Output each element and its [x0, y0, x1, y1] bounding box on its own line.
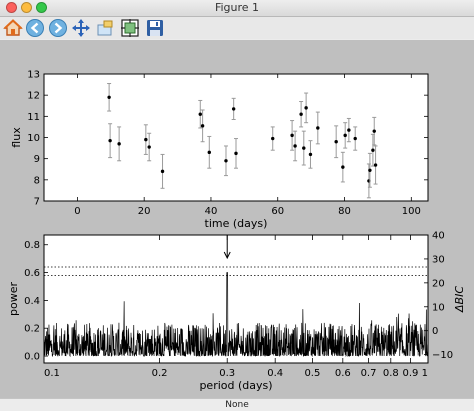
toolbar — [0, 17, 474, 39]
x-axis-label: time (days) — [205, 217, 268, 230]
data-point — [316, 126, 320, 130]
peak-arrow-head — [223, 251, 231, 260]
x-tick-label: 20 — [138, 206, 151, 217]
right-y-tick-label: 40 — [432, 231, 445, 242]
y-tick-label: 7 — [34, 197, 40, 208]
data-point — [334, 140, 338, 144]
data-point — [234, 151, 238, 156]
data-point — [343, 133, 347, 138]
figure-canvas: 0 20 40 60 80 100 7 8 9 10 11 12 13 time (days) flux 0.… — [0, 40, 474, 398]
data-point — [200, 124, 205, 128]
data-point — [290, 133, 294, 138]
zoom-rect-icon — [97, 20, 113, 36]
y-tick-label: 11 — [27, 112, 40, 123]
data-point — [144, 137, 148, 142]
home-button[interactable] — [3, 18, 23, 38]
x-tick-label: 100 — [402, 206, 421, 217]
data-point — [117, 142, 121, 146]
data-point — [160, 169, 165, 174]
x-tick-label: 0 — [74, 206, 80, 217]
status-message: None — [225, 400, 249, 410]
save-button[interactable] — [145, 18, 165, 38]
right-y-tick-label: 10 — [432, 302, 445, 313]
data-point — [108, 138, 112, 143]
x-tick-label: 0.3 — [219, 368, 235, 379]
data-point — [302, 146, 306, 150]
y-axis-label: flux — [10, 127, 23, 148]
y-tick-label: 0.0 — [24, 352, 40, 363]
right-y-tick-label: 20 — [432, 278, 445, 289]
y-axis-label: power — [7, 282, 20, 316]
subplots-button[interactable] — [120, 18, 140, 38]
right-y-tick-label: 0 — [432, 326, 438, 337]
y-tick-label: 0.4 — [24, 296, 40, 307]
back-button[interactable] — [25, 18, 45, 38]
y-tick-label: 0.2 — [24, 324, 40, 335]
right-y-tick-label: 30 — [432, 254, 445, 265]
x-tick-label: 0.7 — [361, 368, 377, 379]
data-point — [224, 159, 228, 163]
data-point — [341, 165, 345, 169]
data-point — [304, 106, 308, 110]
left-arrow-icon — [26, 19, 44, 37]
x-tick-label: 0.8 — [383, 368, 399, 379]
periodogram-line — [44, 272, 428, 358]
right-y-tick-label: −10 — [432, 350, 453, 361]
pan-button[interactable] — [71, 18, 91, 38]
data-point — [207, 150, 211, 155]
data-point — [293, 144, 297, 148]
data-point — [231, 107, 236, 111]
y-tick-label: 13 — [27, 70, 40, 81]
data-point — [373, 163, 378, 167]
data-point — [347, 128, 351, 132]
x-tick-label: 80 — [338, 206, 351, 217]
y-tick-label: 8 — [34, 175, 40, 186]
x-tick-label: 0.1 — [44, 368, 60, 379]
data-point — [353, 136, 357, 141]
x-tick-label: 40 — [205, 206, 218, 217]
data-point — [271, 136, 275, 141]
floppy-disk-icon — [147, 20, 163, 36]
right-y-axis-label: ΔBIC — [453, 286, 466, 313]
x-tick-label: 1 — [422, 368, 428, 379]
subplots-icon — [121, 19, 139, 37]
data-point — [368, 168, 372, 173]
window-title: Figure 1 — [214, 1, 260, 14]
status-bar: None — [0, 398, 474, 411]
y-tick-label: 12 — [27, 91, 40, 102]
top-axes-frame — [43, 73, 429, 202]
data-point — [308, 152, 313, 157]
x-tick-label: 0.5 — [304, 368, 320, 379]
data-point — [371, 148, 375, 152]
x-tick-label: 0.6 — [335, 368, 351, 379]
x-tick-label: 0.2 — [152, 368, 168, 379]
y-tick-label: 0.8 — [24, 240, 40, 251]
minimize-window-button[interactable] — [21, 2, 32, 13]
close-window-button[interactable] — [6, 2, 17, 13]
forward-button[interactable] — [48, 18, 68, 38]
data-point — [372, 129, 376, 133]
data-point — [147, 145, 151, 149]
data-point — [107, 95, 111, 99]
x-tick-label: 0.9 — [402, 368, 418, 379]
data-point — [299, 112, 303, 116]
x-axis-label: period (days) — [199, 379, 272, 392]
right-arrow-icon — [49, 19, 67, 37]
move-arrows-icon — [72, 19, 90, 37]
y-tick-label: 10 — [27, 133, 40, 144]
zoom-window-button[interactable] — [36, 2, 47, 13]
x-tick-label: 60 — [271, 206, 284, 217]
x-tick-label: 0.4 — [267, 368, 283, 379]
y-tick-label: 9 — [34, 154, 40, 165]
y-tick-label: 0.6 — [24, 268, 40, 279]
title-bar: Figure 1 — [0, 0, 474, 17]
zoom-button[interactable] — [95, 18, 115, 38]
data-point — [198, 112, 202, 116]
home-icon — [3, 19, 23, 36]
